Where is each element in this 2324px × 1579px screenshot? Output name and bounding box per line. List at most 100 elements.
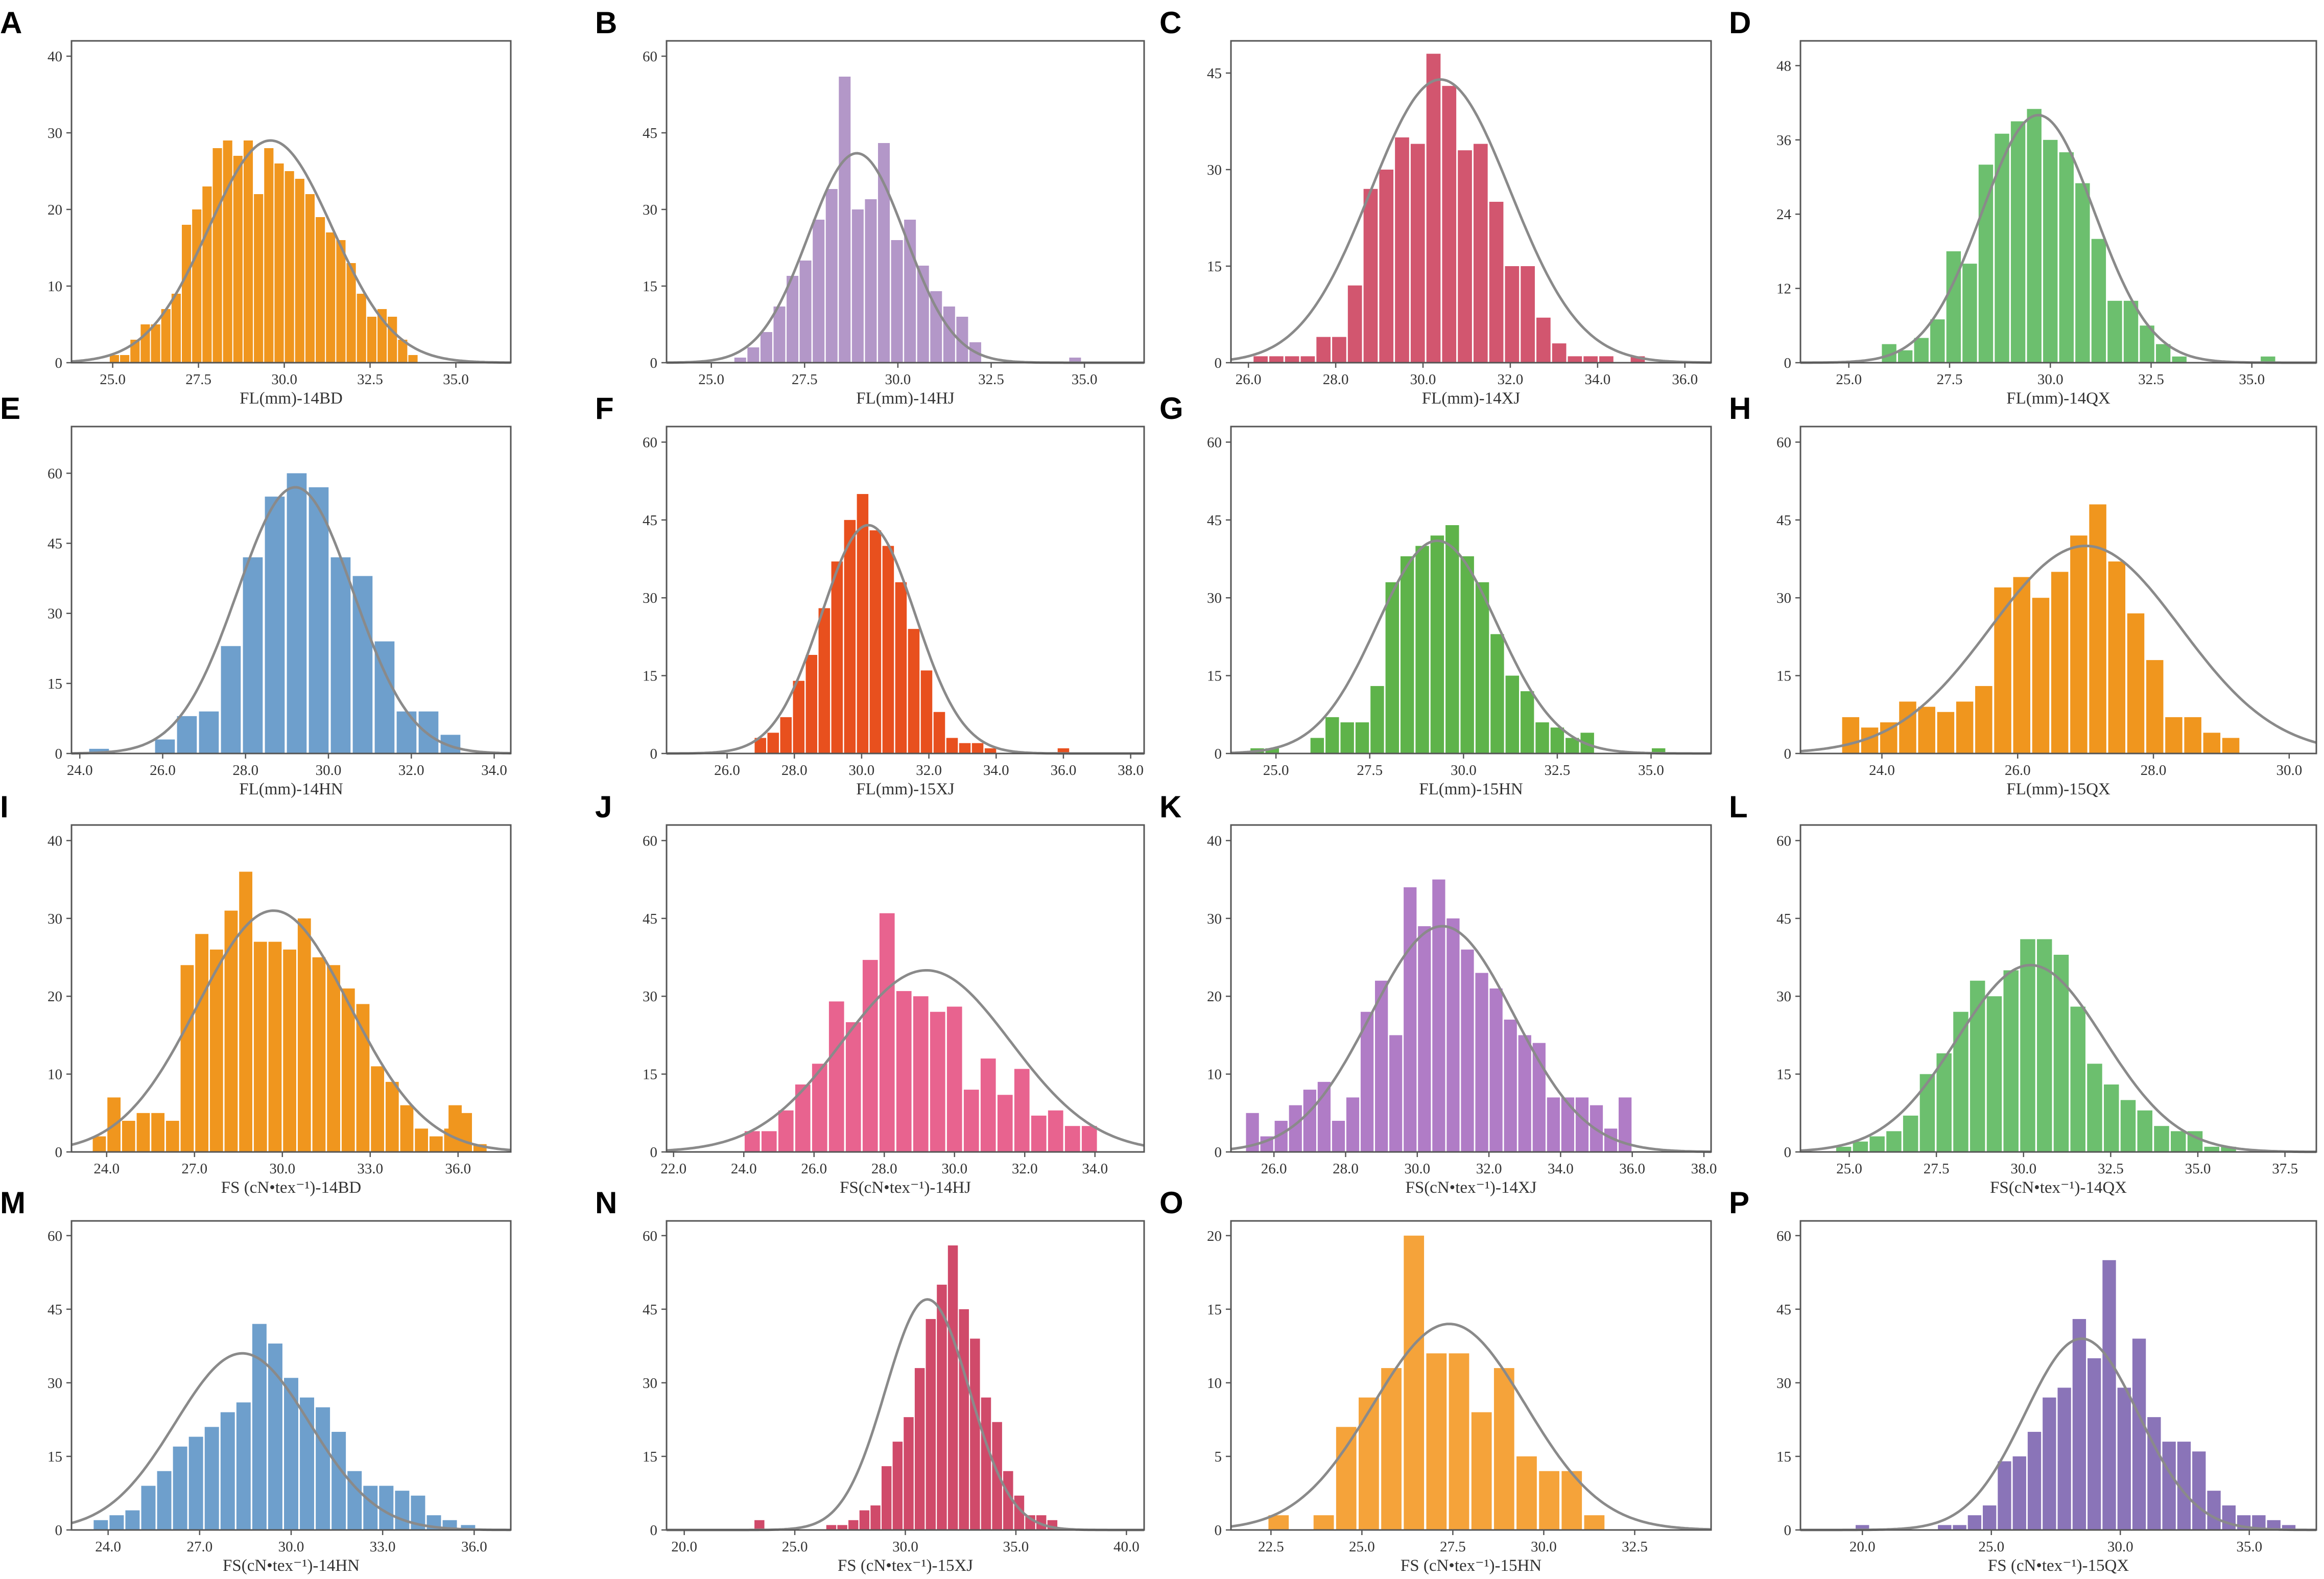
x-tick-label: 20.0 — [1849, 1539, 1876, 1555]
histogram-bar — [1505, 266, 1520, 363]
histogram-bar — [981, 1397, 991, 1530]
histogram-bar — [253, 941, 267, 1152]
x-tick-label: 32.0 — [398, 762, 424, 779]
histogram-bar — [140, 324, 150, 363]
histogram-bar — [2027, 109, 2042, 363]
histogram-bar — [1389, 1035, 1403, 1152]
histogram-bar — [1651, 748, 1666, 753]
x-tick-label: 25.0 — [1978, 1539, 2004, 1555]
histogram-bar — [312, 957, 326, 1152]
histogram-bar — [1967, 1515, 1982, 1530]
histogram-bar — [2222, 1505, 2236, 1530]
histogram-bar — [331, 1431, 346, 1530]
x-tick-label: 33.0 — [357, 1161, 383, 1177]
x-axis-label: FL(mm)-15XJ — [856, 780, 955, 798]
y-tick-label: 15 — [643, 1067, 657, 1083]
x-axis-label: FS (cN•tex⁻¹)-15HN — [1401, 1557, 1542, 1575]
histogram-bar — [2070, 535, 2088, 753]
histogram-bar — [947, 1245, 958, 1530]
y-tick-label: 40 — [1207, 833, 1222, 849]
histogram-bar — [161, 309, 171, 363]
y-tick-label: 45 — [48, 536, 62, 552]
histogram-bar — [2053, 954, 2069, 1152]
histogram-bar — [1381, 1368, 1402, 1530]
histogram-bar — [997, 1095, 1013, 1152]
plot-frame — [1230, 426, 1712, 755]
histogram-bar — [870, 1505, 881, 1530]
x-tick-label: 26.0 — [150, 762, 176, 779]
normal-fit-curve — [1230, 78, 1711, 364]
histogram-bar — [780, 717, 792, 753]
x-tick-label: 34.0 — [1082, 1161, 1108, 1177]
y-tick-label: 40 — [48, 49, 62, 65]
panel-a: A 25.0 27.5 30.0 32.5 35.0 0 10 20 30 40 FL(mm)-14B… — [0, 6, 512, 408]
y-tick-label: 0 — [1784, 746, 1792, 762]
histogram-bar — [826, 1525, 837, 1530]
histogram-bar — [1856, 1525, 1869, 1530]
histogram-bar — [243, 557, 263, 753]
x-tick-label: 26.0 — [1236, 371, 1262, 388]
histogram-bar — [2261, 356, 2275, 363]
histogram-bar — [188, 1436, 203, 1530]
histogram-bar — [1994, 587, 2011, 753]
histogram-bar — [283, 949, 297, 1152]
x-tick-label: 30.0 — [892, 1539, 918, 1555]
x-tick-label: 35.0 — [2185, 1161, 2211, 1177]
histogram-bar — [239, 871, 253, 1152]
histogram-bar — [330, 557, 351, 753]
histogram-bar — [327, 965, 341, 1152]
histogram-bar — [930, 1011, 945, 1152]
y-tick-label: 60 — [1776, 1228, 1791, 1244]
histogram-bar — [767, 733, 779, 753]
histogram-bar — [844, 520, 856, 753]
x-tick-label: 30.0 — [316, 762, 342, 779]
y-tick-label: 20 — [48, 202, 62, 218]
histogram-bar — [287, 473, 307, 753]
histogram-bar — [1340, 722, 1354, 753]
histogram-bar — [379, 1486, 394, 1530]
x-tick-label: 30.0 — [1404, 1161, 1430, 1177]
histogram-bar — [869, 530, 882, 753]
histogram-bar — [1982, 1505, 1997, 1530]
x-tick-label: 32.0 — [1012, 1161, 1038, 1177]
x-tick-label: 25.0 — [782, 1539, 808, 1555]
plot-frame — [1799, 1220, 2317, 1531]
x-tick-label: 32.0 — [916, 762, 942, 779]
histogram-bar — [1516, 1456, 1537, 1530]
histogram-bar — [1536, 317, 1551, 363]
x-tick-label: 26.0 — [1261, 1161, 1287, 1177]
histogram-bar — [254, 194, 264, 363]
x-tick-label: 27.5 — [1440, 1539, 1466, 1555]
histogram-bar — [2222, 738, 2240, 753]
panel-letter: D — [1729, 6, 1751, 40]
histogram-bar — [984, 748, 997, 753]
x-tick-label: 30.0 — [2107, 1539, 2133, 1555]
histogram-bar — [2010, 121, 2026, 363]
y-tick-label: 0 — [55, 355, 63, 371]
histogram-bar — [461, 1525, 476, 1530]
y-tick-label: 15 — [48, 676, 62, 692]
y-tick-label: 0 — [650, 355, 658, 371]
x-tick-label: 24.0 — [1869, 762, 1895, 779]
histogram-bar — [1460, 556, 1474, 753]
histogram-bar — [943, 307, 955, 363]
plot-frame — [1230, 40, 1712, 364]
histogram-bar — [2146, 660, 2164, 753]
y-tick-label: 0 — [1784, 1522, 1792, 1539]
histogram-bar — [1332, 1121, 1345, 1152]
y-tick-label: 60 — [1776, 833, 1791, 849]
histogram-bar — [155, 739, 175, 753]
histogram-bar — [1445, 525, 1459, 753]
histogram-bar — [151, 1113, 165, 1152]
panel-letter: F — [595, 391, 614, 426]
y-tick-label: 0 — [650, 1522, 658, 1539]
panel-letter: E — [0, 391, 20, 426]
plot-frame — [70, 426, 512, 755]
histogram-bar — [1064, 1126, 1080, 1152]
y-tick-label: 45 — [643, 512, 657, 529]
x-tick-label: 22.0 — [660, 1161, 686, 1177]
x-tick-label: 25.0 — [1263, 762, 1289, 779]
histogram-bar — [913, 996, 929, 1152]
histogram-bar — [2012, 1456, 2026, 1530]
histogram-bar — [265, 497, 285, 753]
